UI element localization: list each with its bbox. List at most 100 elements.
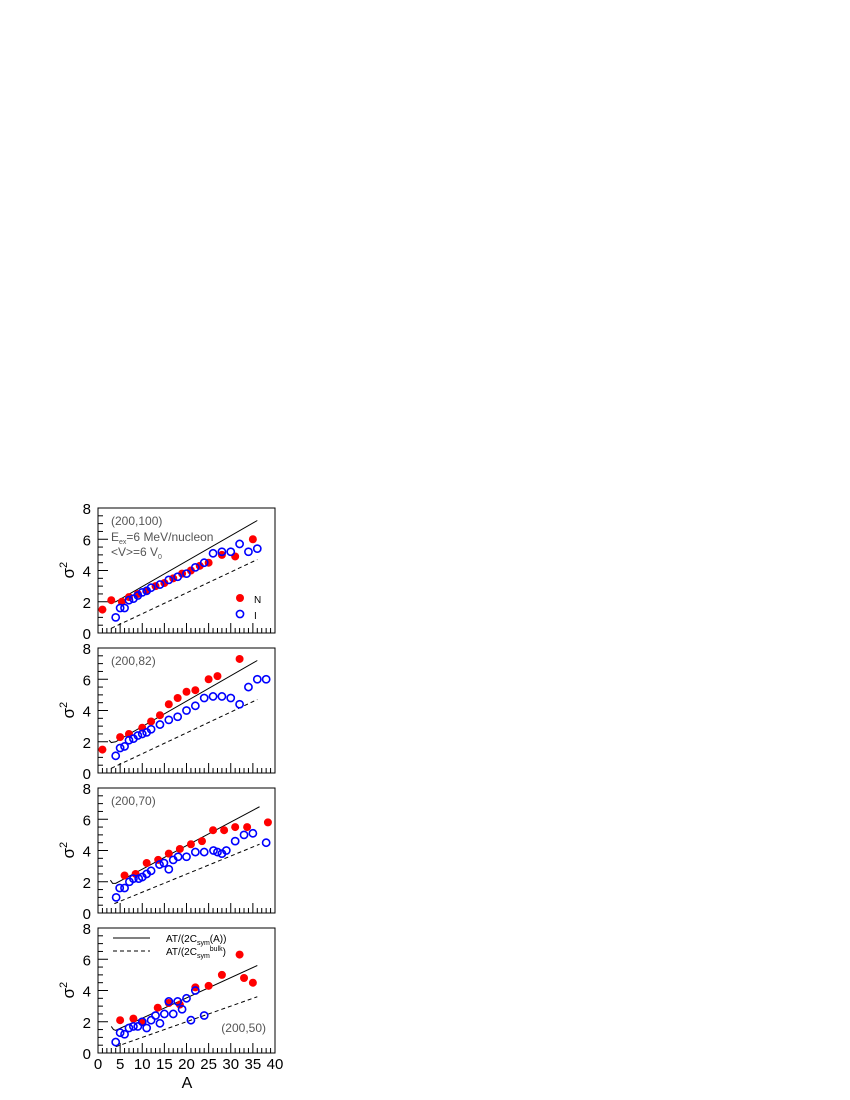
y-tick-label: 6 xyxy=(83,812,91,829)
point-I xyxy=(159,1009,169,1019)
dashed-line xyxy=(111,699,258,769)
point-N xyxy=(169,574,178,583)
x-tick-label: 25 xyxy=(200,1056,217,1073)
y-label-main: σ xyxy=(59,708,78,719)
point-N xyxy=(186,840,195,849)
point-I xyxy=(128,1022,138,1031)
point-I xyxy=(217,692,227,701)
y-tick-label: 8 xyxy=(83,641,91,658)
point-I xyxy=(115,603,125,613)
volume-annotation: <V>=6 V0 xyxy=(111,545,162,561)
y-tick-label: 4 xyxy=(83,844,91,861)
point-I xyxy=(230,836,240,846)
point-I xyxy=(164,864,174,874)
point-N xyxy=(186,566,195,575)
point-I xyxy=(124,595,134,605)
point-N xyxy=(142,859,151,867)
panel-label: (200,100) xyxy=(111,514,162,528)
point-I xyxy=(164,997,174,1006)
point-I xyxy=(133,731,143,740)
y-tick-label: 4 xyxy=(83,984,91,1001)
point-N xyxy=(182,687,191,696)
point-N xyxy=(197,837,206,846)
point-N xyxy=(129,1014,138,1023)
point-N xyxy=(235,950,244,959)
point-I xyxy=(146,1015,156,1025)
legend-label-dashed: AT/(2Csymbulk) xyxy=(166,946,226,960)
x-tick-label: 5 xyxy=(116,1056,124,1073)
x-axis-label: A xyxy=(182,1075,193,1092)
legend-label-I: I xyxy=(254,611,257,622)
point-I xyxy=(111,1037,121,1047)
point-I xyxy=(115,1028,125,1038)
point-I xyxy=(151,1011,160,1020)
y-tick-label: 2 xyxy=(83,1015,91,1032)
point-I xyxy=(173,712,183,722)
point-N xyxy=(231,823,240,832)
point-N xyxy=(147,717,156,726)
point-I xyxy=(142,1023,152,1033)
x-tick-label: 35 xyxy=(245,1056,262,1073)
point-I xyxy=(124,1023,134,1033)
legend-marker-N xyxy=(236,594,244,602)
point-N xyxy=(155,711,164,720)
y-label-main: σ xyxy=(59,848,78,859)
excitation-energy-annotation: Eex=6 MeV/nucleon xyxy=(111,530,213,546)
y-tick-label: 8 xyxy=(83,501,91,518)
point-I xyxy=(173,997,183,1006)
point-N xyxy=(173,694,182,702)
point-I xyxy=(190,847,200,857)
point-N xyxy=(217,970,226,979)
point-I xyxy=(146,724,156,734)
point-I xyxy=(115,743,125,753)
point-I xyxy=(252,544,262,554)
point-I xyxy=(128,874,138,884)
point-N xyxy=(204,981,213,990)
point-I xyxy=(133,1022,143,1031)
point-I xyxy=(190,701,200,711)
panel-label: (200,70) xyxy=(111,794,156,808)
point-I xyxy=(155,1018,165,1028)
point-N xyxy=(191,686,200,695)
point-N xyxy=(248,978,257,987)
x-tick-label: 10 xyxy=(134,1056,151,1073)
point-I xyxy=(244,547,253,557)
point-I xyxy=(199,693,209,703)
point-I xyxy=(120,1029,129,1039)
point-I xyxy=(199,558,209,568)
point-N xyxy=(175,844,184,853)
y-tick-label: 0 xyxy=(83,906,91,923)
point-N xyxy=(263,818,272,827)
y-tick-label: 8 xyxy=(83,921,91,938)
x-tick-label: 20 xyxy=(178,1056,195,1073)
point-I xyxy=(226,693,236,703)
point-N xyxy=(116,1016,125,1025)
solid-line xyxy=(110,965,258,1031)
y-tick-label: 6 xyxy=(83,672,91,689)
point-I xyxy=(182,852,191,862)
point-I xyxy=(252,674,262,684)
point-I xyxy=(221,846,231,855)
point-I xyxy=(124,735,134,745)
point-I xyxy=(155,720,165,729)
y-tick-label: 0 xyxy=(83,766,91,783)
y-tick-label: 4 xyxy=(83,564,91,581)
point-I xyxy=(177,1004,187,1014)
legend-label-solid: AT/(2Csym(A)) xyxy=(166,934,226,947)
point-N xyxy=(243,823,252,832)
point-I xyxy=(235,699,244,709)
dashed-line xyxy=(111,559,258,629)
point-I xyxy=(182,706,191,715)
point-I xyxy=(164,715,174,725)
y-label-sup: 2 xyxy=(58,562,70,568)
point-I xyxy=(208,548,218,558)
point-N xyxy=(235,654,244,663)
point-I xyxy=(209,846,218,855)
point-N xyxy=(248,535,257,544)
y-label-sup: 2 xyxy=(58,702,70,708)
x-tick-label: 30 xyxy=(222,1056,239,1073)
point-I xyxy=(182,569,191,579)
point-I xyxy=(137,587,147,597)
